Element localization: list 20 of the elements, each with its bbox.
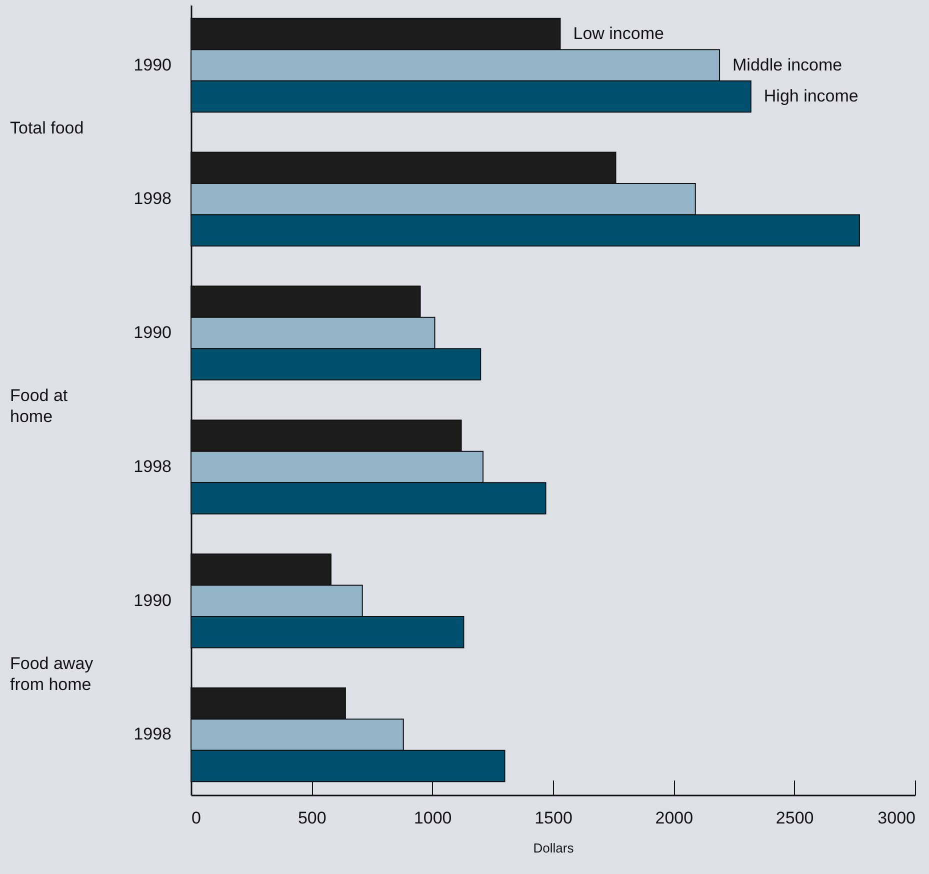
x-tick-label: 3000 bbox=[878, 808, 916, 828]
x-tick-label: 0 bbox=[192, 808, 201, 828]
y-tick-label: 1998 bbox=[134, 189, 172, 208]
y-tick-label: 1990 bbox=[134, 590, 172, 610]
text: Food away from home bbox=[10, 654, 94, 694]
y-tick-label: 1990 bbox=[134, 55, 172, 74]
x-tick-label: 500 bbox=[298, 808, 326, 828]
text: Total food bbox=[10, 118, 84, 138]
x-tick-label: 2000 bbox=[655, 808, 694, 828]
text: Food at home bbox=[10, 386, 68, 426]
x-tick-label: 1500 bbox=[534, 808, 572, 828]
y-tick-label: 1998 bbox=[134, 456, 172, 476]
series-label: High income bbox=[764, 86, 858, 106]
y-tick-label: 1990 bbox=[134, 323, 172, 342]
x-tick-label: 1000 bbox=[414, 808, 452, 828]
x-tick-label: 2500 bbox=[776, 808, 814, 828]
series-label: Low income bbox=[573, 24, 664, 44]
y-tick-label: 1998 bbox=[134, 724, 172, 744]
x-axis-title: Dollars bbox=[533, 840, 574, 856]
series-label: Middle income bbox=[732, 55, 842, 74]
